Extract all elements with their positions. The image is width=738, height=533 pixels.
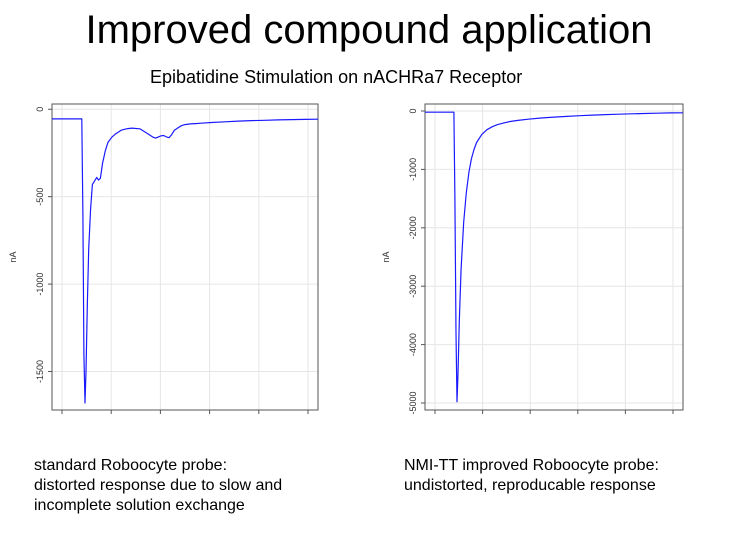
caption-line: standard Roboocyte probe:: [34, 457, 228, 474]
caption-line: distorted response due to slow and: [34, 477, 283, 494]
series-line-current-trace: [425, 111, 684, 403]
y-tick-label: -5000: [408, 391, 418, 414]
y-axis-label: nA: [8, 251, 18, 262]
series-line-current-trace: [52, 118, 319, 404]
slide-title: Improved compound application: [85, 8, 653, 52]
y-tick-label: -1000: [35, 273, 45, 296]
caption-line: incomplete solution exchange: [34, 497, 245, 514]
slide-subtitle: Epibatidine Stimulation on nACHRa7 Recep…: [150, 67, 523, 87]
y-tick-label: -500: [35, 188, 45, 206]
caption-standard-probe: standard Roboocyte probe: distorted resp…: [34, 456, 282, 516]
caption-line: NMI-TT improved Roboocyte probe:: [404, 457, 659, 474]
y-axis-label: nA: [381, 251, 391, 262]
y-tick-label: -1500: [35, 360, 45, 383]
y-tick-label: -2000: [408, 216, 418, 239]
plot-frame: [424, 103, 684, 411]
y-tick-label: 0: [408, 108, 418, 113]
y-tick-label: -1000: [408, 158, 418, 181]
caption-improved-probe: NMI-TT improved Roboocyte probe: undisto…: [404, 456, 659, 496]
y-tick-label: -4000: [408, 333, 418, 356]
caption-line: undistorted, reproducable response: [404, 477, 656, 494]
plot-frame: [51, 103, 319, 411]
y-tick-label: 0: [35, 107, 45, 112]
y-tick-label: -3000: [408, 275, 418, 298]
